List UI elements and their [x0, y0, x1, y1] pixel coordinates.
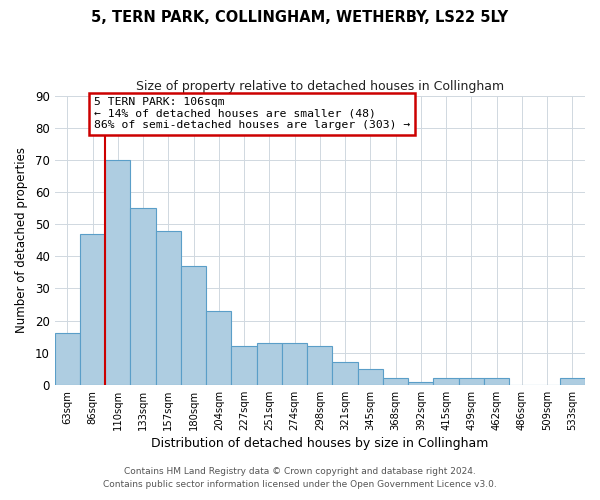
Bar — [307, 346, 332, 385]
Bar — [408, 382, 433, 385]
Bar — [206, 311, 232, 385]
X-axis label: Distribution of detached houses by size in Collingham: Distribution of detached houses by size … — [151, 437, 488, 450]
Bar — [560, 378, 585, 385]
Bar — [55, 334, 80, 385]
Y-axis label: Number of detached properties: Number of detached properties — [15, 147, 28, 333]
Bar — [433, 378, 459, 385]
Bar — [181, 266, 206, 385]
Text: 5 TERN PARK: 106sqm
← 14% of detached houses are smaller (48)
86% of semi-detach: 5 TERN PARK: 106sqm ← 14% of detached ho… — [94, 97, 410, 130]
Bar — [232, 346, 257, 385]
Bar — [484, 378, 509, 385]
Bar — [282, 343, 307, 385]
Bar — [105, 160, 130, 385]
Text: Contains public sector information licensed under the Open Government Licence v3: Contains public sector information licen… — [103, 480, 497, 489]
Text: Contains HM Land Registry data © Crown copyright and database right 2024.: Contains HM Land Registry data © Crown c… — [124, 467, 476, 476]
Bar — [383, 378, 408, 385]
Bar — [80, 234, 105, 385]
Bar — [459, 378, 484, 385]
Bar — [332, 362, 358, 385]
Bar — [257, 343, 282, 385]
Title: Size of property relative to detached houses in Collingham: Size of property relative to detached ho… — [136, 80, 504, 93]
Text: 5, TERN PARK, COLLINGHAM, WETHERBY, LS22 5LY: 5, TERN PARK, COLLINGHAM, WETHERBY, LS22… — [91, 10, 509, 25]
Bar — [358, 368, 383, 385]
Bar — [155, 230, 181, 385]
Bar — [130, 208, 155, 385]
